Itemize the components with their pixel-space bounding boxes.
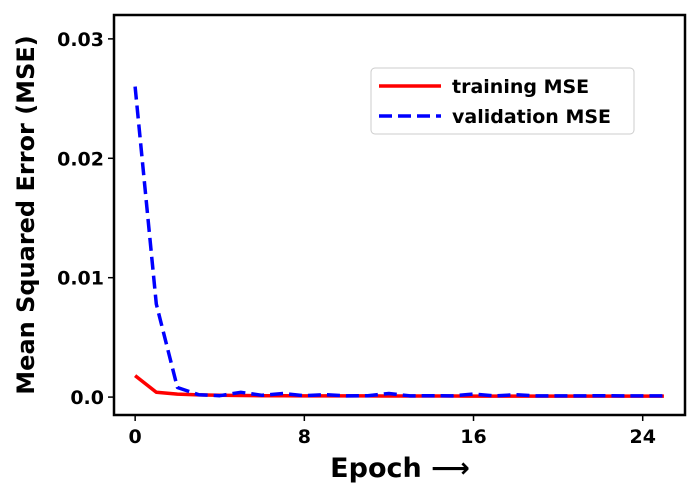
x-tick-label: 0 — [129, 426, 142, 448]
legend-label-training: training MSE — [452, 76, 589, 98]
y-tick-label: 0.01 — [57, 268, 104, 290]
x-axis-label: Epoch ⟶ — [330, 453, 470, 484]
x-tick-label: 24 — [629, 426, 655, 448]
plot-frame — [112, 13, 687, 417]
y-tick-label: 0.03 — [57, 29, 104, 51]
plot-area — [112, 13, 687, 417]
x-tick-label: 16 — [460, 426, 486, 448]
y-tick-label: 0.0 — [70, 387, 104, 409]
y-tick-label: 0.02 — [57, 148, 104, 170]
legend: training MSE validation MSE — [370, 67, 635, 135]
x-tick-label: 8 — [298, 426, 311, 448]
y-axis-label: Mean Squared Error (MSE) — [12, 35, 40, 394]
axis-ticks: 0 8 16 24 0.0 0.01 0.02 0.03 — [57, 29, 656, 448]
series-line-training — [134, 374, 664, 398]
series-line-validation — [133, 86, 664, 398]
legend-label-validation: validation MSE — [452, 106, 611, 128]
